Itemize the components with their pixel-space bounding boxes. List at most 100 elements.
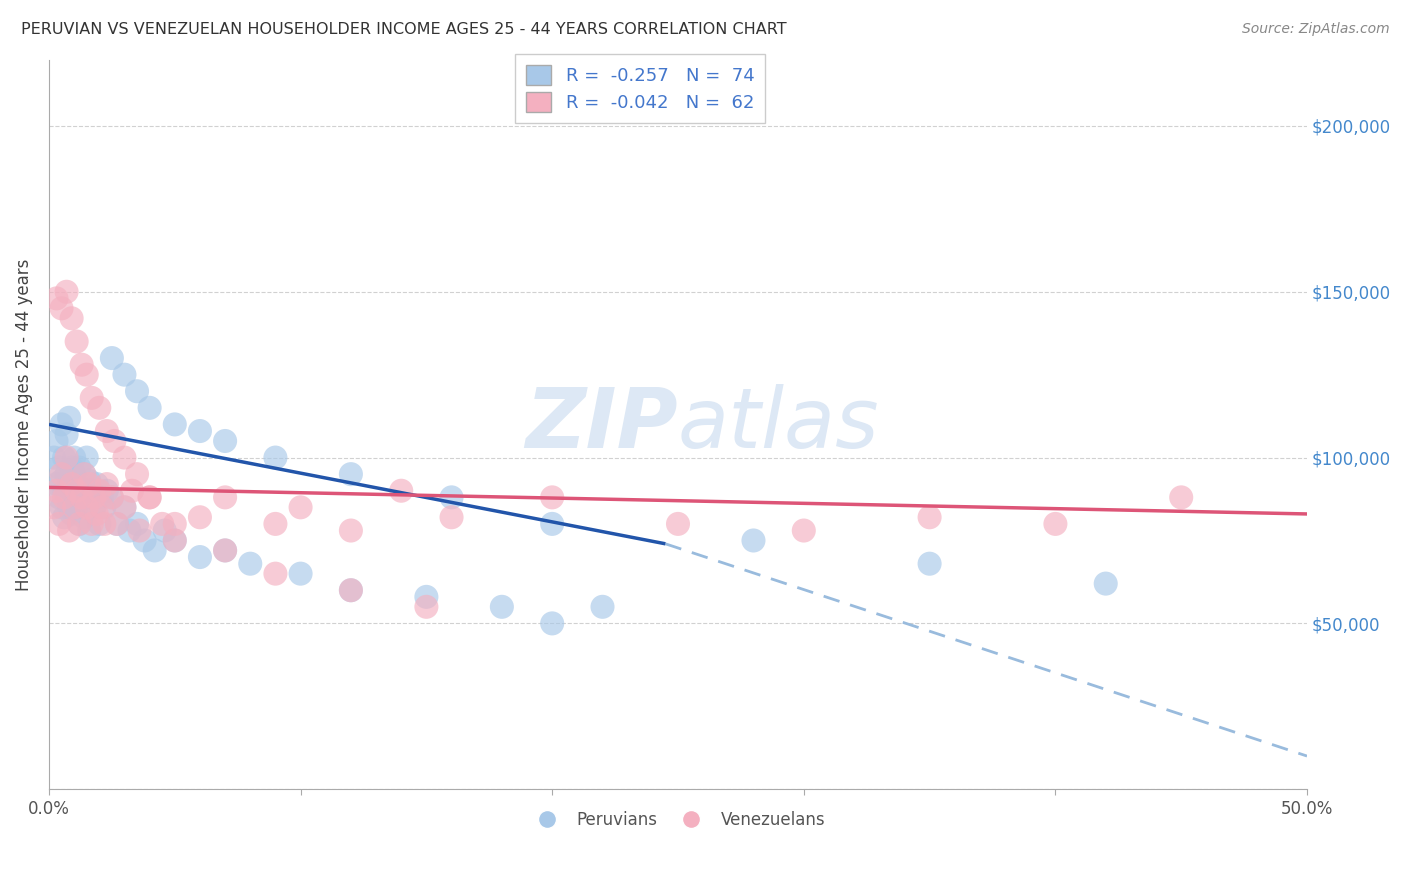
Point	[491, 599, 513, 614]
Text: Source: ZipAtlas.com: Source: ZipAtlas.com	[1241, 22, 1389, 37]
Point	[51, 500, 73, 515]
Point	[83, 491, 105, 505]
Point	[89, 483, 111, 498]
Point	[83, 500, 105, 515]
Point	[63, 491, 86, 505]
Point	[60, 477, 83, 491]
Text: atlas: atlas	[678, 384, 880, 465]
Point	[592, 599, 614, 614]
Point	[121, 483, 143, 498]
Point	[89, 401, 111, 415]
Point	[89, 516, 111, 531]
Point	[150, 516, 173, 531]
Point	[340, 583, 363, 598]
Point	[138, 491, 160, 505]
Point	[42, 500, 65, 515]
Point	[70, 358, 93, 372]
Point	[58, 410, 80, 425]
Point	[125, 516, 148, 531]
Point	[55, 467, 77, 482]
Point	[264, 566, 287, 581]
Point	[45, 483, 67, 498]
Point	[101, 491, 124, 505]
Point	[264, 516, 287, 531]
Point	[415, 599, 437, 614]
Point	[742, 533, 765, 548]
Point	[114, 368, 136, 382]
Point	[340, 524, 363, 538]
Point	[90, 500, 112, 515]
Point	[163, 533, 186, 548]
Point	[55, 491, 77, 505]
Point	[114, 500, 136, 515]
Point	[66, 477, 89, 491]
Point	[103, 434, 125, 448]
Point	[666, 516, 689, 531]
Text: PERUVIAN VS VENEZUELAN HOUSEHOLDER INCOME AGES 25 - 44 YEARS CORRELATION CHART: PERUVIAN VS VENEZUELAN HOUSEHOLDER INCOM…	[21, 22, 787, 37]
Point	[70, 491, 93, 505]
Point	[51, 301, 73, 316]
Point	[77, 474, 100, 488]
Point	[290, 566, 312, 581]
Point	[60, 507, 83, 521]
Point	[138, 401, 160, 415]
Point	[96, 477, 118, 491]
Point	[53, 510, 76, 524]
Point	[51, 417, 73, 432]
Point	[93, 500, 115, 515]
Point	[63, 500, 86, 515]
Point	[66, 500, 89, 515]
Point	[188, 510, 211, 524]
Point	[96, 483, 118, 498]
Point	[53, 450, 76, 465]
Point	[1045, 516, 1067, 531]
Point	[440, 510, 463, 524]
Point	[73, 467, 96, 482]
Point	[48, 516, 70, 531]
Point	[77, 477, 100, 491]
Point	[114, 500, 136, 515]
Point	[214, 491, 236, 505]
Point	[51, 474, 73, 488]
Point	[67, 516, 90, 531]
Point	[70, 483, 93, 498]
Point	[51, 467, 73, 482]
Point	[340, 467, 363, 482]
Point	[67, 516, 90, 531]
Point	[42, 450, 65, 465]
Point	[163, 417, 186, 432]
Point	[73, 467, 96, 482]
Point	[86, 477, 108, 491]
Point	[86, 507, 108, 521]
Point	[125, 467, 148, 482]
Point	[918, 557, 941, 571]
Point	[90, 491, 112, 505]
Point	[541, 516, 564, 531]
Point	[188, 550, 211, 565]
Point	[125, 384, 148, 399]
Point	[389, 483, 412, 498]
Point	[80, 483, 103, 498]
Point	[101, 491, 124, 505]
Y-axis label: Householder Income Ages 25 - 44 years: Householder Income Ages 25 - 44 years	[15, 258, 32, 591]
Text: ZIP: ZIP	[526, 384, 678, 465]
Point	[70, 491, 93, 505]
Point	[58, 474, 80, 488]
Point	[67, 460, 90, 475]
Point	[63, 467, 86, 482]
Point	[80, 391, 103, 405]
Point	[53, 483, 76, 498]
Point	[45, 477, 67, 491]
Point	[60, 483, 83, 498]
Point	[128, 524, 150, 538]
Legend: Peruvians, Venezuelans: Peruvians, Venezuelans	[523, 805, 832, 836]
Point	[214, 543, 236, 558]
Point	[118, 524, 141, 538]
Point	[105, 516, 128, 531]
Point	[163, 516, 186, 531]
Point	[214, 543, 236, 558]
Point	[58, 500, 80, 515]
Point	[415, 590, 437, 604]
Point	[143, 543, 166, 558]
Point	[48, 491, 70, 505]
